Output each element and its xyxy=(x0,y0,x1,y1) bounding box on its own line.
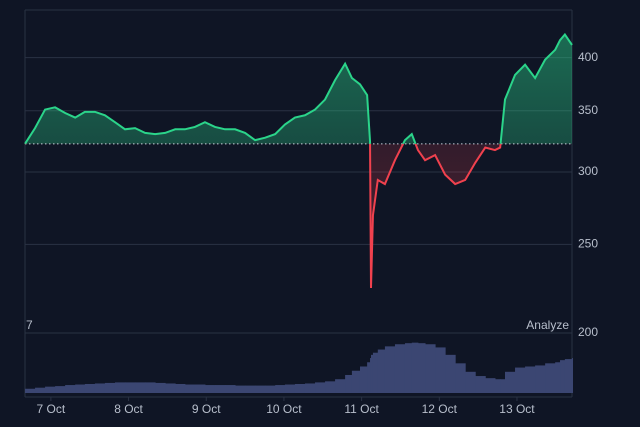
panel-label: 7 xyxy=(26,318,33,332)
volume-bar xyxy=(155,382,166,393)
volume-bar xyxy=(225,385,236,393)
volume-bar xyxy=(404,343,413,393)
volume-bar xyxy=(535,365,546,393)
x-tick-label: 11 Oct xyxy=(344,402,379,416)
volume-bar xyxy=(494,379,501,393)
volume-bar xyxy=(265,385,276,393)
volume-bar xyxy=(345,374,353,393)
volume-bar xyxy=(204,385,216,393)
volume-bar xyxy=(255,385,266,393)
volume-bar xyxy=(367,362,371,393)
y-tick-label: 350 xyxy=(578,103,598,117)
volume-bar xyxy=(235,385,246,393)
volume-bar xyxy=(372,352,379,393)
volume-bar xyxy=(175,383,186,393)
volume-bar xyxy=(135,382,146,393)
volume-bar xyxy=(104,382,116,393)
volume-bar xyxy=(394,344,406,393)
volume-bar xyxy=(245,385,256,393)
volume-bar xyxy=(505,371,516,393)
x-tick-label: 8 Oct xyxy=(114,402,143,416)
volume-bar xyxy=(315,382,326,393)
x-tick-label: 7 Oct xyxy=(37,402,66,416)
y-tick-label: 200 xyxy=(578,325,598,339)
volume-bar xyxy=(525,366,536,393)
volume-bar xyxy=(500,379,506,393)
volume-bar xyxy=(384,346,396,393)
volume-bar xyxy=(445,354,456,393)
volume-bar xyxy=(184,384,196,393)
volume-bar xyxy=(114,382,126,393)
volume-bar xyxy=(485,378,496,393)
volume-bar xyxy=(35,387,46,393)
volume-bar xyxy=(515,367,526,393)
volume-bar xyxy=(435,347,446,393)
x-tick-label: 9 Oct xyxy=(192,402,221,416)
volume-bar xyxy=(411,342,419,393)
volume-bar xyxy=(351,370,361,393)
volume-bar xyxy=(465,371,476,393)
volume-bar xyxy=(65,385,76,393)
volume-bar xyxy=(125,382,136,393)
volume-bar xyxy=(275,385,286,393)
volume-bar xyxy=(417,343,426,393)
volume-bar xyxy=(55,386,66,393)
volume-bar xyxy=(475,376,486,393)
volume-bar xyxy=(25,388,36,393)
volume-bar xyxy=(165,383,176,393)
volume-bar xyxy=(304,383,316,393)
volume-bar xyxy=(377,349,386,393)
volume-bar xyxy=(325,381,336,393)
area-above xyxy=(25,34,572,144)
x-tick-label: 13 Oct xyxy=(499,402,535,416)
volume-bar xyxy=(560,360,566,393)
volume-bar xyxy=(75,384,86,393)
volume-bar xyxy=(145,382,156,393)
volume-bar xyxy=(564,359,573,393)
volume-bar xyxy=(294,383,306,393)
volume-bar xyxy=(545,363,556,393)
volume-bar xyxy=(455,363,466,393)
y-tick-label: 250 xyxy=(578,237,598,251)
volume-bar xyxy=(335,379,346,393)
price-line-below xyxy=(24,143,502,289)
y-tick-label: 400 xyxy=(578,50,598,64)
volume-bar xyxy=(194,384,206,393)
volume-bar xyxy=(284,384,296,393)
x-tick-label: 10 Oct xyxy=(266,402,302,416)
analyze-button[interactable]: Analyze xyxy=(526,318,569,332)
volume-bar xyxy=(359,366,368,393)
volume-bar xyxy=(45,386,56,393)
y-tick-label: 300 xyxy=(578,164,598,178)
volume-bar xyxy=(572,358,573,393)
price-line-above xyxy=(24,32,573,144)
volume-bar xyxy=(371,354,374,393)
volume-bar xyxy=(214,385,226,393)
x-tick-label: 12 Oct xyxy=(422,402,458,416)
volume-bar xyxy=(370,358,372,393)
volume-bar xyxy=(555,362,561,393)
volume-bar xyxy=(94,383,106,393)
volume-bar xyxy=(84,383,96,393)
volume-bar xyxy=(425,344,436,393)
